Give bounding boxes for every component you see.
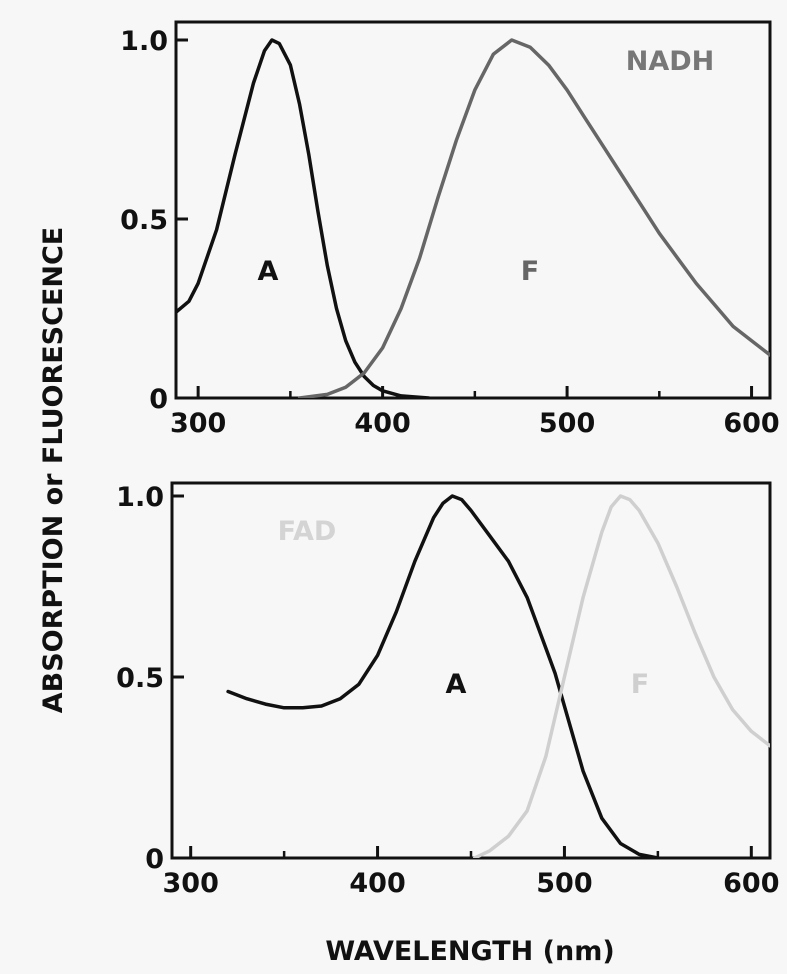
x-tick-label: 300 xyxy=(163,868,219,899)
series-label-f: F xyxy=(631,669,649,700)
y-tick-label: 1.0 xyxy=(116,482,164,513)
fad-panel: 300 400 500 600 0 0.5 1.0 A F FAD xyxy=(116,481,780,899)
x-tick-label: 400 xyxy=(354,408,410,439)
nadh-panel: 300 400 500 600 0 0.5 1.0 A F NADH xyxy=(120,20,780,439)
series-label-a: A xyxy=(446,669,467,700)
panel-title: FAD xyxy=(278,516,337,547)
series-line-f xyxy=(472,494,770,858)
x-tick-label: 400 xyxy=(349,868,405,899)
y-axis-title: ABSORPTION or FLUORESCENCE xyxy=(38,227,69,714)
x-tick-label: 500 xyxy=(539,408,595,439)
panel-title: NADH xyxy=(626,46,715,77)
series-line-f xyxy=(297,38,770,398)
x-tick-label: 300 xyxy=(170,408,226,439)
y-tick-label: 1.0 xyxy=(120,26,168,57)
x-axis-title: WAVELENGTH (nm) xyxy=(325,936,614,967)
y-tick-label: 0.5 xyxy=(116,663,164,694)
x-tick-label: 600 xyxy=(723,408,779,439)
series-label-f: F xyxy=(521,256,539,287)
y-tick-label: 0 xyxy=(145,844,164,875)
x-tick-label: 500 xyxy=(536,868,592,899)
series-label-a: A xyxy=(258,256,279,287)
series-line-a xyxy=(226,494,660,858)
plot-frame xyxy=(170,481,772,860)
x-tick-label: 600 xyxy=(723,868,779,899)
y-tick-label: 0 xyxy=(149,384,168,415)
series-line-a xyxy=(176,38,431,398)
y-tick-label: 0.5 xyxy=(120,205,168,236)
plot-frame xyxy=(174,20,772,400)
